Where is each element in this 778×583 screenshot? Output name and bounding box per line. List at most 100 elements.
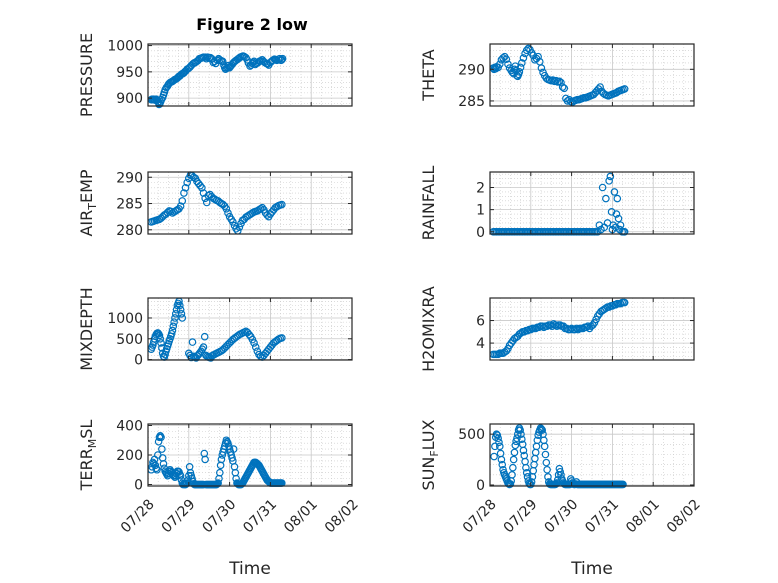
data-point (183, 178, 191, 187)
data-point (168, 326, 177, 335)
data-series (490, 424, 627, 489)
y-tick-label: 1 (476, 203, 485, 219)
data-point (499, 465, 507, 474)
data-point (491, 442, 499, 451)
panel-h2omixra: 4 6 H2OMIXRA (419, 286, 695, 372)
data-point (180, 189, 188, 197)
data-point (619, 480, 627, 489)
x-tick-label: 07/29 (159, 496, 199, 536)
panel-air-temp: 280 285 290 AIRTEMP (77, 169, 353, 239)
data-point (556, 467, 564, 476)
data-point (611, 300, 620, 309)
x-tick-label: 07/30 (200, 496, 240, 536)
y-tick-label: 4 (476, 336, 485, 352)
data-point (182, 479, 191, 488)
y-tick-label: 1000 (107, 39, 143, 55)
data-point (574, 325, 582, 334)
data-point (201, 455, 209, 464)
data-point (526, 325, 535, 334)
data-point (518, 435, 526, 444)
axes-box (489, 171, 695, 235)
data-point (541, 450, 550, 459)
axes-box (489, 297, 695, 361)
data-point (222, 204, 231, 213)
data-point (620, 298, 629, 307)
x-tick-label: 07/29 (501, 496, 541, 536)
data-point (544, 473, 552, 481)
x-axis-label: Time (228, 559, 271, 579)
data-point (178, 197, 187, 205)
y-axis-label: THETA (419, 49, 438, 101)
data-point (250, 339, 258, 347)
data-point (613, 194, 622, 203)
axes-box (147, 43, 353, 107)
data-point (555, 77, 564, 86)
data-point (602, 194, 610, 203)
data-point (217, 455, 226, 464)
data-point (203, 53, 212, 61)
data-point (598, 183, 607, 192)
y-tick-label: 285 (458, 94, 485, 110)
data-point (511, 441, 520, 450)
data-point (614, 214, 623, 223)
y-axis-label: H2OMIXRA (419, 286, 438, 372)
data-point (202, 54, 211, 63)
data-point (202, 198, 211, 207)
y-tick-label: 290 (116, 170, 143, 186)
data-point (537, 64, 546, 72)
data-point (522, 468, 531, 477)
axes-box (147, 297, 353, 361)
data-point (229, 218, 237, 226)
y-tick-label: 900 (116, 91, 143, 107)
data-point (169, 322, 178, 331)
data-point (552, 76, 560, 85)
y-axis-label: AIRTEMP (77, 169, 99, 236)
y-axis-label: TERRMSL (77, 420, 99, 492)
data-point (157, 339, 165, 347)
data-point (534, 52, 542, 61)
data-point (278, 200, 286, 209)
data-point (510, 448, 519, 457)
data-point (153, 465, 161, 474)
data-point (494, 434, 502, 443)
y-tick-label: 6 (476, 314, 485, 330)
panel-theta: 285 290 THETA (419, 43, 695, 110)
data-point (506, 480, 515, 488)
data-point (508, 471, 516, 479)
data-point (181, 183, 190, 192)
panel-pressure: 900 950 1000 PRESSURE (77, 33, 353, 117)
data-point (493, 431, 502, 439)
y-tick-label: 950 (116, 65, 143, 81)
data-point (167, 329, 176, 338)
x-tick-label: 07/28 (118, 496, 158, 536)
data-point (159, 460, 168, 468)
data-point (200, 332, 209, 341)
data-point (155, 331, 164, 340)
data-point (177, 310, 186, 318)
axes-box (147, 171, 353, 235)
data-point (495, 60, 504, 69)
y-tick-label: 500 (116, 332, 143, 348)
data-point (543, 322, 551, 330)
data-point (557, 78, 565, 87)
y-tick-label: 0 (134, 478, 143, 494)
data-point (278, 334, 286, 342)
data-point (518, 59, 526, 67)
data-point (542, 458, 551, 467)
data-point (515, 68, 524, 76)
x-axis-label: Time (570, 559, 613, 579)
data-point (517, 430, 525, 438)
data-point (620, 227, 629, 236)
x-tick-label: 08/02 (322, 496, 362, 536)
data-point (224, 209, 232, 217)
data-point (527, 478, 536, 486)
y-tick-label: 400 (116, 418, 143, 434)
data-point (256, 204, 265, 213)
y-axis-label: RAINFALL (419, 166, 438, 241)
data-point (171, 314, 179, 322)
data-point (176, 305, 185, 314)
y-tick-label: 280 (116, 223, 143, 239)
y-tick-label: 500 (458, 427, 485, 443)
y-axis-label: PRESSURE (77, 33, 96, 117)
